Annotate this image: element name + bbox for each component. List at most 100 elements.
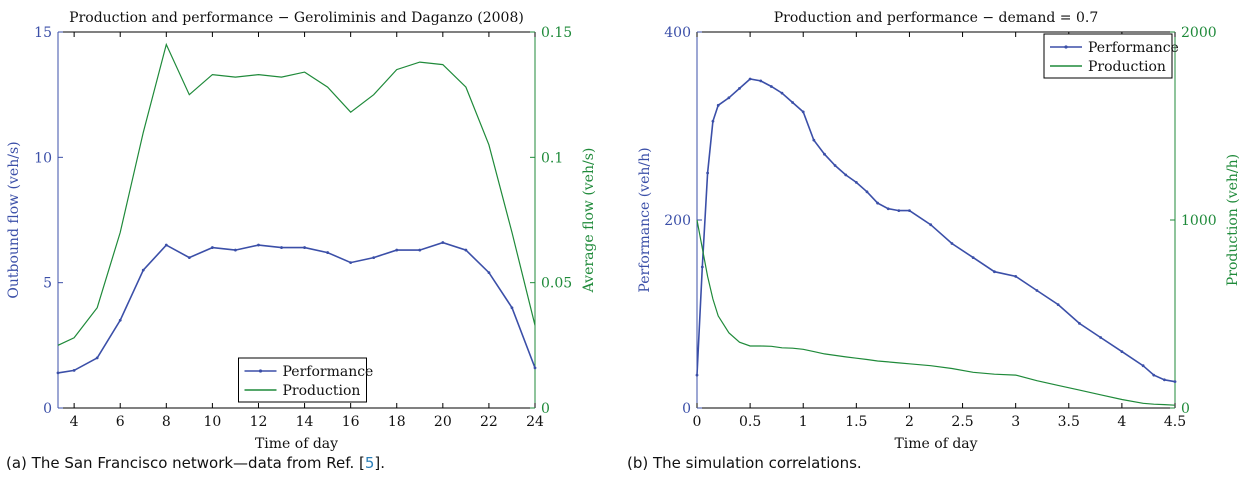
x-tick-label: 3 — [1011, 414, 1020, 430]
series-point-performance — [1141, 364, 1145, 368]
x-tick-label: 6 — [116, 414, 125, 430]
legend-label: Performance — [1088, 40, 1179, 56]
series-point-performance — [210, 246, 214, 249]
series-point-performance — [929, 223, 933, 227]
x-tick-label: 4 — [1117, 414, 1126, 430]
legend: Performance Production — [1043, 33, 1179, 79]
series-point-performance — [727, 96, 731, 100]
series-point-performance — [1173, 380, 1177, 384]
left-y-axis-label: Performance (veh/h) — [637, 147, 653, 292]
series-point-performance — [187, 256, 191, 259]
series-point-performance — [823, 152, 826, 156]
right-y-axis-label: Production (veh/h) — [1225, 154, 1241, 286]
caption-a-text: (a) The San Francisco network—data from … — [6, 454, 365, 472]
caption-a-ref-link[interactable]: 5 — [364, 454, 375, 472]
series-point-performance — [1152, 373, 1156, 377]
series-line-production — [696, 219, 1176, 406]
series-point-performance — [164, 243, 168, 247]
left-y-tick-label: 0 — [682, 401, 691, 417]
caption-a: (a) The San Francisco network—data from … — [6, 454, 385, 472]
series-point-performance — [72, 369, 76, 372]
series-point-performance — [303, 246, 306, 249]
left-y-axis-label: Outbound flow (veh/s) — [6, 141, 22, 298]
right-y-axis-label: Average flow (veh/s) — [581, 148, 597, 294]
legend-box — [1043, 33, 1173, 79]
x-axis-label: Time of day — [255, 436, 338, 452]
x-tick-label: 16 — [342, 414, 360, 430]
series-point-performance — [326, 251, 330, 254]
series-point-performance — [844, 173, 848, 177]
series-point-performance — [372, 256, 376, 259]
x-tick-label: 12 — [250, 414, 268, 430]
x-axis-label: Time of day — [894, 436, 977, 452]
x-tick-label: 4 — [70, 414, 79, 430]
legend-label: Production — [283, 383, 361, 399]
chart-title: Production and performance − demand = 0.… — [774, 10, 1099, 26]
right-y-tick-label: 0.05 — [541, 276, 572, 292]
left-y-tick-label: 400 — [664, 25, 691, 41]
right-y-tick-label: 0.1 — [541, 150, 563, 166]
series-point-performance — [56, 371, 60, 375]
series-point-performance — [706, 171, 710, 175]
series-point-performance — [812, 138, 816, 142]
series-point-performance — [854, 181, 858, 184]
series-point-performance — [759, 79, 763, 83]
x-tick-label: 18 — [388, 414, 406, 430]
series-point-performance — [1014, 275, 1018, 278]
legend-swatch-marker — [1064, 45, 1068, 49]
right-y-tick-label: 2000 — [1181, 25, 1217, 41]
series-point-performance — [1035, 289, 1039, 292]
series-point-performance — [908, 209, 911, 213]
right-y-tick-label: 0.15 — [541, 25, 572, 41]
x-tick-label: 1.5 — [845, 414, 867, 430]
series-point-performance — [395, 248, 399, 252]
left-y-tick-label: 5 — [43, 276, 52, 292]
series-point-performance — [748, 77, 752, 81]
series-line-performance — [57, 241, 536, 374]
series-point-performance — [876, 201, 879, 205]
x-tick-label: 0.5 — [739, 414, 761, 430]
series-point-performance — [280, 246, 283, 249]
series-point-performance — [716, 103, 720, 107]
legend: Performance Production — [238, 357, 374, 403]
x-tick-label: 3.5 — [1058, 414, 1080, 430]
series-point-performance — [141, 268, 145, 272]
legend-label: Performance — [283, 364, 374, 380]
series-point-performance — [865, 190, 869, 194]
x-tick-label: 2 — [905, 414, 914, 430]
left-y-tick-label: 15 — [34, 25, 52, 41]
series-point-performance — [950, 242, 954, 245]
series-point-performance — [711, 119, 715, 123]
series-point-performance — [791, 101, 794, 104]
series-point-performance — [464, 248, 468, 252]
chart-a: Production and performance − Geroliminis… — [6, 10, 597, 452]
x-tick-label: 2.5 — [951, 414, 973, 430]
chart-b: Production and performance − demand = 0.… — [637, 10, 1241, 452]
series-point-performance — [257, 243, 260, 247]
caption-b: (b) The simulation correlations. — [627, 454, 862, 472]
series-point-performance — [769, 85, 773, 88]
right-y-tick-label: 0 — [1181, 401, 1190, 417]
x-tick-label: 20 — [434, 414, 452, 430]
series-point-performance — [418, 248, 422, 252]
series-point-performance — [738, 87, 741, 90]
series-point-performance — [1099, 336, 1103, 339]
series-point-performance — [897, 209, 901, 213]
chart-title: Production and performance − Geroliminis… — [69, 10, 524, 26]
series-point-performance — [993, 270, 996, 274]
legend-swatch-marker — [258, 369, 263, 373]
caption-a-suffix: ]. — [374, 454, 386, 472]
right-y-tick-label: 0 — [541, 401, 550, 417]
series-point-performance — [349, 261, 353, 265]
legend-box — [238, 357, 367, 403]
series-point-performance — [700, 265, 704, 269]
series-point-performance — [1056, 303, 1060, 306]
series-point-performance — [533, 366, 537, 370]
series-point-performance — [886, 207, 890, 211]
series-point-performance — [695, 373, 699, 377]
series-point-performance — [971, 256, 975, 259]
x-tick-label: 22 — [480, 414, 498, 430]
x-tick-label: 14 — [296, 414, 314, 430]
right-y-tick-label: 1000 — [1181, 213, 1217, 229]
